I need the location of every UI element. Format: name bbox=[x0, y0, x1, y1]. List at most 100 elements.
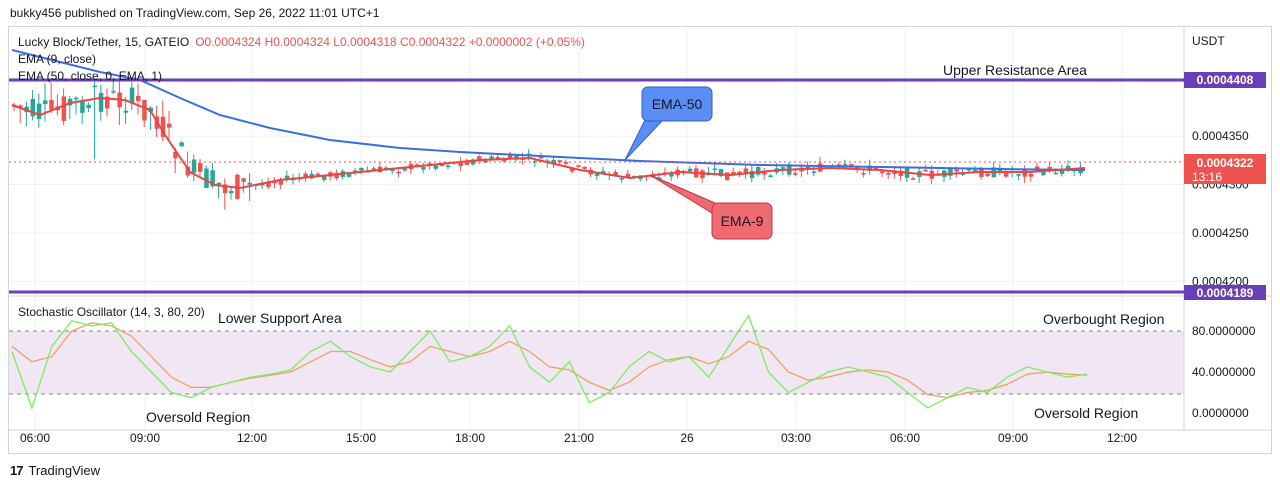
ohlc-values: O0.0004324 H0.0004324 L0.0004318 C0.0004… bbox=[195, 35, 585, 49]
candle-body bbox=[954, 169, 959, 172]
candle-body bbox=[756, 167, 761, 175]
candle-body bbox=[1004, 171, 1009, 177]
candle-body bbox=[1066, 165, 1071, 171]
candle-body bbox=[1028, 173, 1034, 177]
candle-body bbox=[198, 163, 203, 172]
upper-price-tag: 0.0004408 bbox=[1184, 72, 1266, 88]
stoch-d-line bbox=[11, 322, 1088, 399]
candle-body bbox=[160, 116, 166, 137]
oversold-left-label: Oversold Region bbox=[146, 409, 250, 425]
candle-body bbox=[737, 171, 742, 174]
candle-body bbox=[811, 171, 817, 173]
candle-body bbox=[129, 87, 135, 104]
candle-body bbox=[86, 104, 91, 109]
candle-body bbox=[960, 173, 966, 175]
stoch-k-line bbox=[11, 314, 1088, 410]
stoch-ticks: 80.0000000 40.0000000 0.0000000 bbox=[1192, 324, 1256, 420]
candle-body bbox=[80, 100, 85, 113]
candle-body bbox=[892, 172, 897, 175]
candle-body bbox=[923, 169, 928, 172]
candle-body bbox=[36, 103, 42, 120]
candle-body bbox=[390, 168, 395, 172]
candle-body bbox=[464, 161, 470, 165]
candle-body bbox=[911, 178, 916, 180]
publisher-line: bukky456 published on TradingView.com, S… bbox=[10, 6, 380, 20]
candle-body bbox=[247, 182, 253, 185]
candle-body bbox=[557, 160, 563, 163]
candle-body bbox=[229, 190, 234, 194]
candle-body bbox=[625, 173, 631, 177]
candle-body bbox=[204, 168, 209, 189]
lower-support-label: Lower Support Area bbox=[218, 310, 342, 326]
ema50-callout: EMA-50 bbox=[624, 86, 713, 161]
candle-body bbox=[216, 182, 222, 185]
price-tick-label: 0.0004200 bbox=[1192, 274, 1249, 288]
candle-body bbox=[966, 168, 972, 171]
candle-body bbox=[601, 171, 606, 174]
candle-body bbox=[439, 164, 445, 167]
candle-body bbox=[111, 90, 116, 93]
candle-body bbox=[570, 167, 575, 172]
candle-body bbox=[446, 165, 451, 168]
candle-body bbox=[898, 170, 904, 176]
candle-body bbox=[30, 98, 36, 117]
candle-body bbox=[1053, 172, 1059, 175]
candle-body bbox=[470, 159, 476, 165]
time-tick-label: 09:00 bbox=[130, 431, 160, 445]
chart-frame bbox=[8, 26, 1272, 454]
upper-resistance-label: Upper Resistance Area bbox=[943, 62, 1087, 78]
last-price-tag: 0.0004322 13:16 bbox=[1184, 154, 1266, 184]
candle-body bbox=[222, 184, 228, 194]
countdown-text: 13:16 bbox=[1192, 170, 1222, 184]
candle-body bbox=[179, 142, 184, 147]
footer[interactable]: 17 TradingView bbox=[10, 463, 100, 478]
time-tick-label: 12:00 bbox=[237, 431, 267, 445]
candle-body bbox=[191, 159, 197, 173]
candle-body bbox=[743, 168, 749, 175]
candle-body bbox=[167, 123, 172, 128]
candle-body bbox=[402, 166, 408, 171]
candle-body bbox=[576, 165, 581, 167]
stoch-tick-label: 0.0000000 bbox=[1192, 406, 1249, 420]
candle-body bbox=[74, 97, 79, 100]
currency-label: USDT bbox=[1192, 34, 1225, 48]
candle-body bbox=[526, 153, 532, 156]
ema50-callout-text: EMA-50 bbox=[652, 96, 703, 112]
candle-body bbox=[322, 175, 327, 180]
stoch-legend: Stochastic Oscillator (14, 3, 80, 20) bbox=[18, 305, 205, 319]
candle-body bbox=[415, 164, 420, 166]
candle-body bbox=[334, 172, 339, 179]
tradingview-logo-icon: 17 bbox=[10, 463, 24, 478]
candle-body bbox=[61, 96, 67, 121]
candle-body bbox=[433, 165, 439, 169]
candle-body bbox=[508, 154, 513, 159]
ema9-callout-text: EMA-9 bbox=[721, 213, 764, 229]
price-tick-label: 0.0004350 bbox=[1192, 129, 1249, 143]
time-tick-label: 21:00 bbox=[564, 431, 594, 445]
candle-body bbox=[346, 173, 352, 177]
candle-body bbox=[1059, 169, 1065, 174]
candle-body bbox=[1047, 166, 1052, 169]
candle-body bbox=[861, 172, 866, 175]
candle-body bbox=[98, 92, 104, 112]
candle-body bbox=[501, 159, 507, 162]
candle-body bbox=[210, 170, 215, 187]
candle-body bbox=[421, 166, 426, 170]
candle-body bbox=[266, 182, 271, 187]
candle-body bbox=[762, 171, 767, 175]
candle-body bbox=[1022, 169, 1028, 177]
lower-price-text: 0.0004189 bbox=[1197, 286, 1254, 300]
candle-body bbox=[793, 173, 798, 175]
candle-body bbox=[768, 175, 773, 177]
candle-body bbox=[749, 170, 755, 178]
stoch-tick-label: 40.0000000 bbox=[1192, 365, 1256, 379]
candle-body bbox=[582, 166, 587, 169]
footer-brand: TradingView bbox=[28, 463, 101, 478]
candle-body bbox=[619, 178, 625, 180]
candle-body bbox=[123, 110, 129, 113]
candle-body bbox=[780, 167, 786, 169]
ema50-line bbox=[11, 49, 1086, 171]
candle-body bbox=[718, 168, 724, 177]
stoch-tick-label: 80.0000000 bbox=[1192, 324, 1256, 338]
